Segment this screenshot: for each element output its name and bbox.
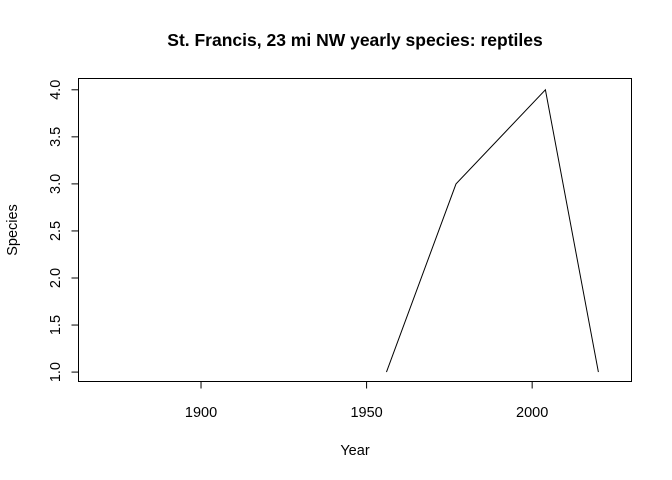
x-axis: 1900 1950 2000: [185, 381, 548, 421]
y-tick-label: 2.5: [48, 221, 64, 241]
y-axis-label: Species: [5, 204, 21, 256]
x-axis-label: Year: [340, 443, 369, 459]
y-tick-label: 1.0: [48, 362, 64, 382]
chart-title: St. Francis, 23 mi NW yearly species: re…: [167, 30, 543, 50]
plot-frame: [78, 78, 632, 382]
series-line: [385, 88, 599, 373]
y-axis: 1.0 1.5 2.0 2.5 3.0 3.5 4.0: [48, 80, 79, 382]
x-tick-label: 1950: [350, 405, 382, 421]
y-tick-label: 3.5: [48, 127, 64, 147]
y-tick-label: 1.5: [48, 315, 64, 335]
x-tick-label: 2000: [516, 405, 548, 421]
x-tick-label: 1900: [185, 405, 217, 421]
series-group: [385, 88, 599, 373]
y-tick-label: 3.0: [48, 174, 64, 194]
y-tick-label: 2.0: [48, 268, 64, 288]
y-tick-label: 4.0: [48, 80, 64, 100]
